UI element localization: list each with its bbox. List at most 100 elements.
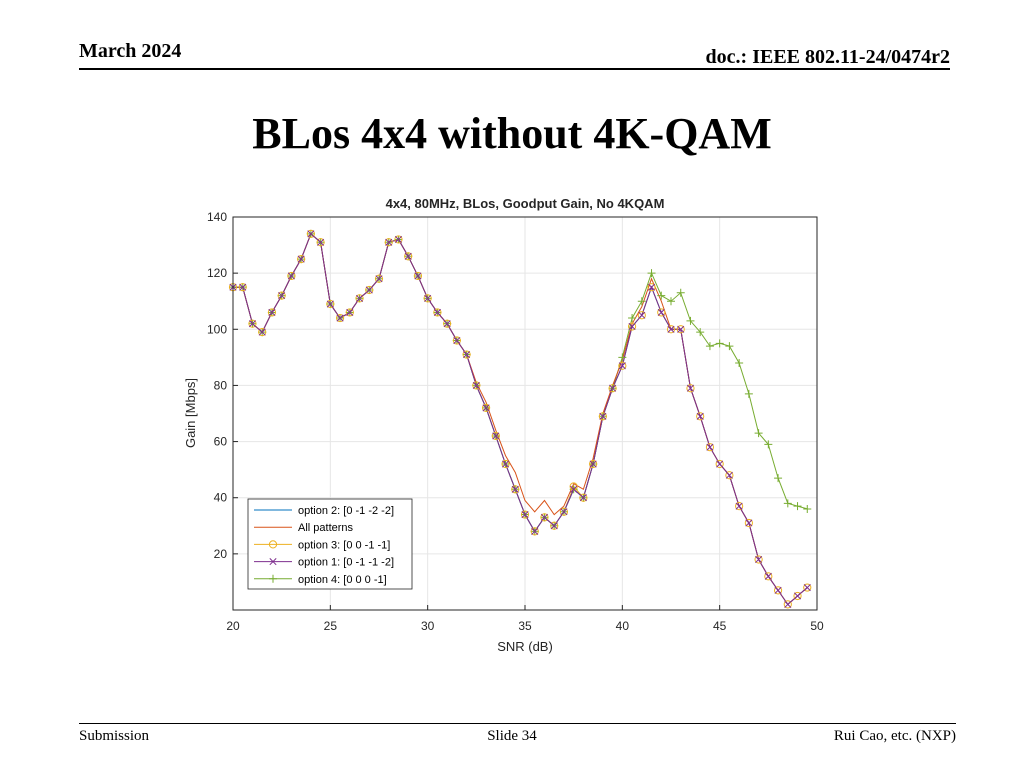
y-tick-label: 80 (214, 378, 228, 392)
circle-marker (394, 235, 403, 244)
circle-marker (374, 274, 384, 283)
circle-marker (443, 319, 452, 328)
circle-marker (423, 294, 432, 303)
x-marker (589, 460, 597, 468)
circle-marker (618, 361, 627, 370)
x-marker (784, 600, 792, 608)
circle-marker (647, 283, 656, 292)
x-tick-label: 40 (616, 619, 630, 633)
circle-marker (676, 325, 685, 334)
x-marker (501, 460, 510, 468)
plus-marker (618, 353, 627, 362)
x-marker (258, 328, 266, 336)
y-tick-label: 60 (214, 435, 228, 449)
circle-marker (530, 527, 539, 536)
x-marker (297, 255, 305, 263)
x-marker (248, 320, 257, 328)
circle-marker (491, 431, 500, 441)
x-marker (793, 592, 802, 600)
circle-marker (297, 255, 306, 264)
x-marker (278, 292, 286, 300)
x-tick-label: 35 (518, 619, 532, 633)
x-marker (268, 308, 276, 316)
x-marker (521, 511, 529, 519)
circle-marker (540, 513, 549, 522)
x-marker (414, 272, 422, 280)
x-marker (774, 586, 782, 594)
x-marker (385, 238, 393, 246)
circle-marker (316, 238, 325, 247)
circle-marker (268, 540, 278, 549)
x-marker (355, 294, 364, 302)
plus-marker (715, 339, 724, 348)
circle-marker (793, 591, 802, 601)
x-marker (443, 320, 451, 328)
x-marker (560, 508, 568, 516)
x-marker (609, 384, 617, 392)
plus-marker (705, 342, 714, 351)
x-marker (511, 485, 519, 493)
plus-marker (628, 314, 637, 323)
plus-marker (637, 297, 646, 306)
x-marker (570, 485, 578, 493)
plus-marker (647, 269, 656, 278)
chart-legend: option 2: [0 -1 -2 -2] All patterns option… (247, 498, 413, 590)
circle-marker (803, 583, 812, 592)
x-marker (375, 275, 383, 283)
x-marker (677, 325, 685, 333)
x-marker (706, 443, 714, 451)
slide-title: BLos 4x4 without 4K-QAM (252, 109, 772, 158)
circle-marker (589, 459, 598, 469)
plus-marker (725, 342, 734, 351)
circle-marker (696, 412, 705, 421)
circle-marker (335, 313, 345, 323)
plus-marker (803, 504, 812, 513)
y-tick-label: 140 (207, 210, 227, 224)
plus-marker (783, 499, 792, 508)
circle-marker (248, 319, 257, 328)
circle-marker (608, 384, 617, 393)
x-marker (433, 308, 441, 316)
circle-marker (472, 381, 481, 390)
plus-marker (676, 288, 685, 297)
circle-marker (715, 459, 724, 469)
circle-marker (657, 308, 666, 317)
x-marker (404, 252, 412, 260)
legend-label: option 4: [0 0 0 -1] (298, 574, 387, 586)
x-marker (579, 494, 587, 502)
x-marker (336, 314, 344, 322)
plus-marker (657, 291, 666, 300)
y-tick-label: 40 (214, 491, 228, 505)
header-date: March 2024 (79, 40, 182, 62)
y-tick-label: 100 (207, 322, 227, 336)
x-marker (365, 286, 373, 294)
plus-marker (686, 316, 695, 325)
axis-ticks: 20 25 30 35 40 45 50 20 40 60 80 100 120 140 (207, 210, 824, 633)
legend-label: All patterns (298, 522, 354, 534)
footer-author: Rui Cao, etc. (NXP) (833, 728, 956, 744)
x-marker (269, 558, 277, 566)
series-markers (228, 229, 812, 609)
circle-marker (754, 555, 763, 564)
plus-marker (764, 440, 773, 449)
x-marker (453, 336, 461, 345)
circle-marker (462, 350, 471, 359)
plus-marker (754, 429, 763, 438)
circle-marker (520, 510, 530, 519)
circle-marker (569, 482, 578, 491)
x-marker (764, 572, 772, 580)
plus-marker (667, 297, 675, 306)
circle-marker (433, 308, 442, 317)
x-marker (531, 527, 539, 535)
circle-marker (452, 336, 461, 345)
x-marker (239, 283, 247, 291)
x-tick-label: 20 (226, 619, 240, 633)
circle-marker (287, 271, 296, 281)
circle-marker (627, 322, 637, 331)
x-marker (618, 362, 626, 370)
y-tick-label: 20 (214, 547, 228, 561)
x-marker (755, 555, 763, 564)
x-marker (745, 519, 753, 527)
x-marker (472, 381, 480, 389)
circle-marker (579, 493, 588, 502)
